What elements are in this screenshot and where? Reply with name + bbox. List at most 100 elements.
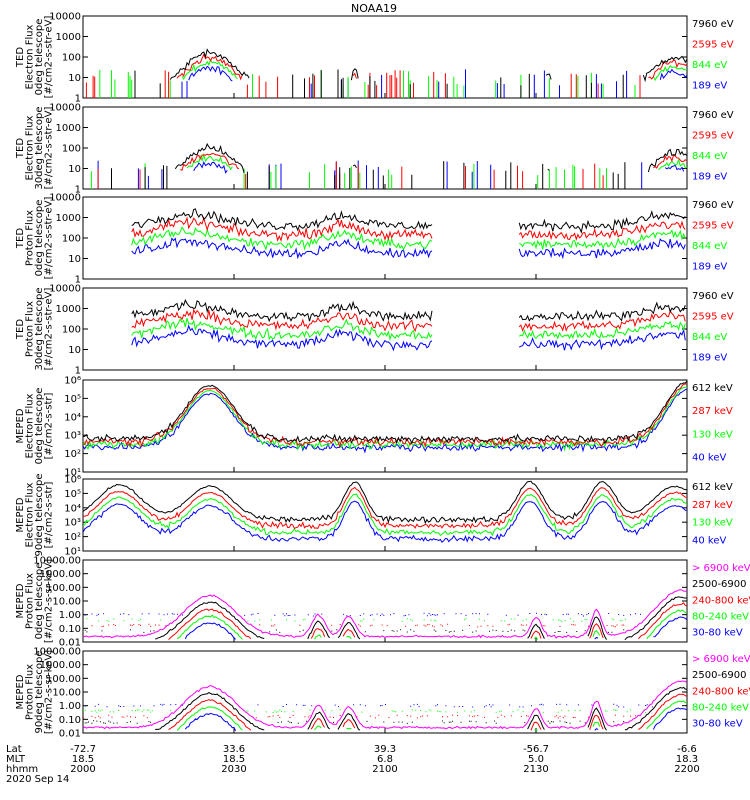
y-tick-label: 10²	[64, 532, 81, 543]
series-trace	[131, 318, 686, 341]
series-trace	[85, 53, 687, 98]
footer-row-label: MLT	[6, 754, 26, 765]
series-trace	[83, 493, 687, 537]
legend-entry: 844 eV	[692, 60, 727, 71]
y-axis-label-line: 0deg telescope	[34, 563, 45, 640]
y-axis-label-line: Proton Flux	[25, 664, 36, 720]
series-trace	[84, 686, 687, 731]
panel-7: 0.01 0.10 1.00 10.00 100.00 1000.00 10000.00 ME…	[15, 556, 750, 649]
series-trace	[83, 48, 687, 98]
legend-entry: 80-240 keV	[692, 612, 749, 623]
legend-entry: 2595 eV	[692, 221, 734, 232]
legend-entry: 240-800 keV	[692, 686, 750, 697]
footer-mlt-value: 6.8	[377, 754, 393, 765]
y-axis-label-line: [#/cm2-s-str-eV]	[44, 288, 55, 371]
y-axis-label-line: TED	[15, 47, 26, 68]
series-trace	[86, 609, 687, 640]
y-tick-label: 10³	[64, 518, 81, 529]
y-tick-label: 10	[68, 164, 81, 175]
legend-entry: 2595 eV	[692, 40, 734, 51]
y-tick-label: 0.10	[59, 624, 81, 635]
series-trace	[84, 703, 687, 732]
y-tick-label: 100.00	[46, 674, 81, 685]
series-trace	[91, 602, 687, 641]
footer-lat-value: -56.7	[523, 744, 549, 755]
y-tick-label: 10000.00	[33, 647, 81, 658]
legend-entry: 189 eV	[692, 172, 727, 183]
footer-mlt-value: 18.5	[223, 754, 245, 765]
footer-row-label: hhmm	[6, 764, 38, 775]
y-tick-label: 10⁵	[64, 394, 81, 405]
y-axis-label-line: [#/cm2-s-str]	[44, 481, 55, 548]
series-trace	[83, 380, 687, 445]
y-tick-label: 100	[62, 234, 81, 245]
y-tick-label: 10¹	[64, 547, 81, 558]
y-tick-label: 10000	[49, 103, 81, 114]
y-tick-label: 10000	[49, 193, 81, 204]
traces	[83, 48, 687, 98]
y-axis-label-line: MEPED	[15, 674, 26, 709]
legend-entry: 7960 eV	[692, 19, 734, 30]
y-tick-label: 10	[68, 73, 81, 84]
panel-frame	[82, 106, 688, 190]
y-axis-label-line: Electron Flux	[25, 482, 36, 547]
y-axis-label-line: Proton Flux	[25, 301, 36, 357]
y-axis-label-line: MEPED	[15, 583, 26, 618]
y-tick-label: 1	[75, 185, 81, 196]
y-axis-label-line: Electron Flux	[25, 24, 36, 89]
y-tick-label: 1000	[56, 123, 81, 134]
footer-lat-value: 39.3	[374, 744, 396, 755]
y-tick-label: 10.00	[52, 688, 81, 699]
series-trace	[131, 216, 686, 243]
series-trace	[83, 486, 687, 530]
legend-entry: 130 keV	[692, 429, 733, 440]
y-tick-label: 1000	[56, 213, 81, 224]
series-trace	[83, 386, 687, 452]
y-tick-label: 10⁵	[64, 489, 81, 500]
series-trace	[83, 480, 687, 525]
y-axis-label-line: [#/cm2-s-str-eV]	[44, 197, 55, 280]
series-trace	[83, 142, 687, 189]
y-axis-label-line: TED	[15, 228, 26, 249]
legend-entry: 240-800 keV	[692, 595, 750, 606]
y-axis-label-line: [#/cm2-s-str]	[44, 392, 55, 459]
y-axis-label-line: TED	[15, 319, 26, 340]
footer-lat-value: -72.7	[70, 744, 96, 755]
legend-entry: 7960 eV	[692, 200, 734, 211]
footer-mlt-value: 5.0	[528, 754, 544, 765]
y-tick-label: 1.00	[59, 610, 81, 621]
y-axis-label-line: 30deg telescope	[34, 287, 45, 370]
series-trace	[83, 680, 687, 730]
legend-entry: 40 keV	[692, 453, 726, 464]
legend-entry: 844 eV	[692, 241, 727, 252]
traces	[131, 208, 686, 260]
legend-entry: 40 keV	[692, 536, 726, 547]
y-tick-label: 10000	[49, 284, 81, 295]
legend-entry: > 6900 keV	[692, 563, 750, 574]
y-axis-label-line: [#/cm2-s-sr-keV]	[44, 559, 55, 643]
footer-hhmm-value: 2030	[221, 764, 246, 775]
legend-entry: 7960 eV	[692, 291, 734, 302]
panel-8: 0.01 0.10 1.00 10.00 100.00 1000.00 10000.00 ME…	[15, 647, 750, 740]
y-axis-label-line: 90deg telescope	[34, 650, 45, 733]
series-trace	[131, 237, 686, 260]
y-axis-label-line: [#/cm2-s-sr-keV]	[44, 650, 55, 734]
legend-entry: 30-80 keV	[692, 628, 743, 639]
y-axis-label-line: 90deg telescope	[34, 473, 45, 556]
y-tick-label: 10⁶	[64, 475, 81, 486]
panel-frame	[82, 650, 688, 734]
footer-mlt-value: 18.3	[676, 754, 698, 765]
y-tick-label: 0.10	[59, 715, 81, 726]
y-tick-label: 100	[62, 144, 81, 155]
legend-entry: 287 keV	[692, 500, 733, 511]
y-axis-label-line: 0deg telescope	[34, 19, 45, 96]
y-axis-label-line: Proton Flux	[25, 573, 36, 629]
y-tick-label: 100.00	[46, 583, 81, 594]
